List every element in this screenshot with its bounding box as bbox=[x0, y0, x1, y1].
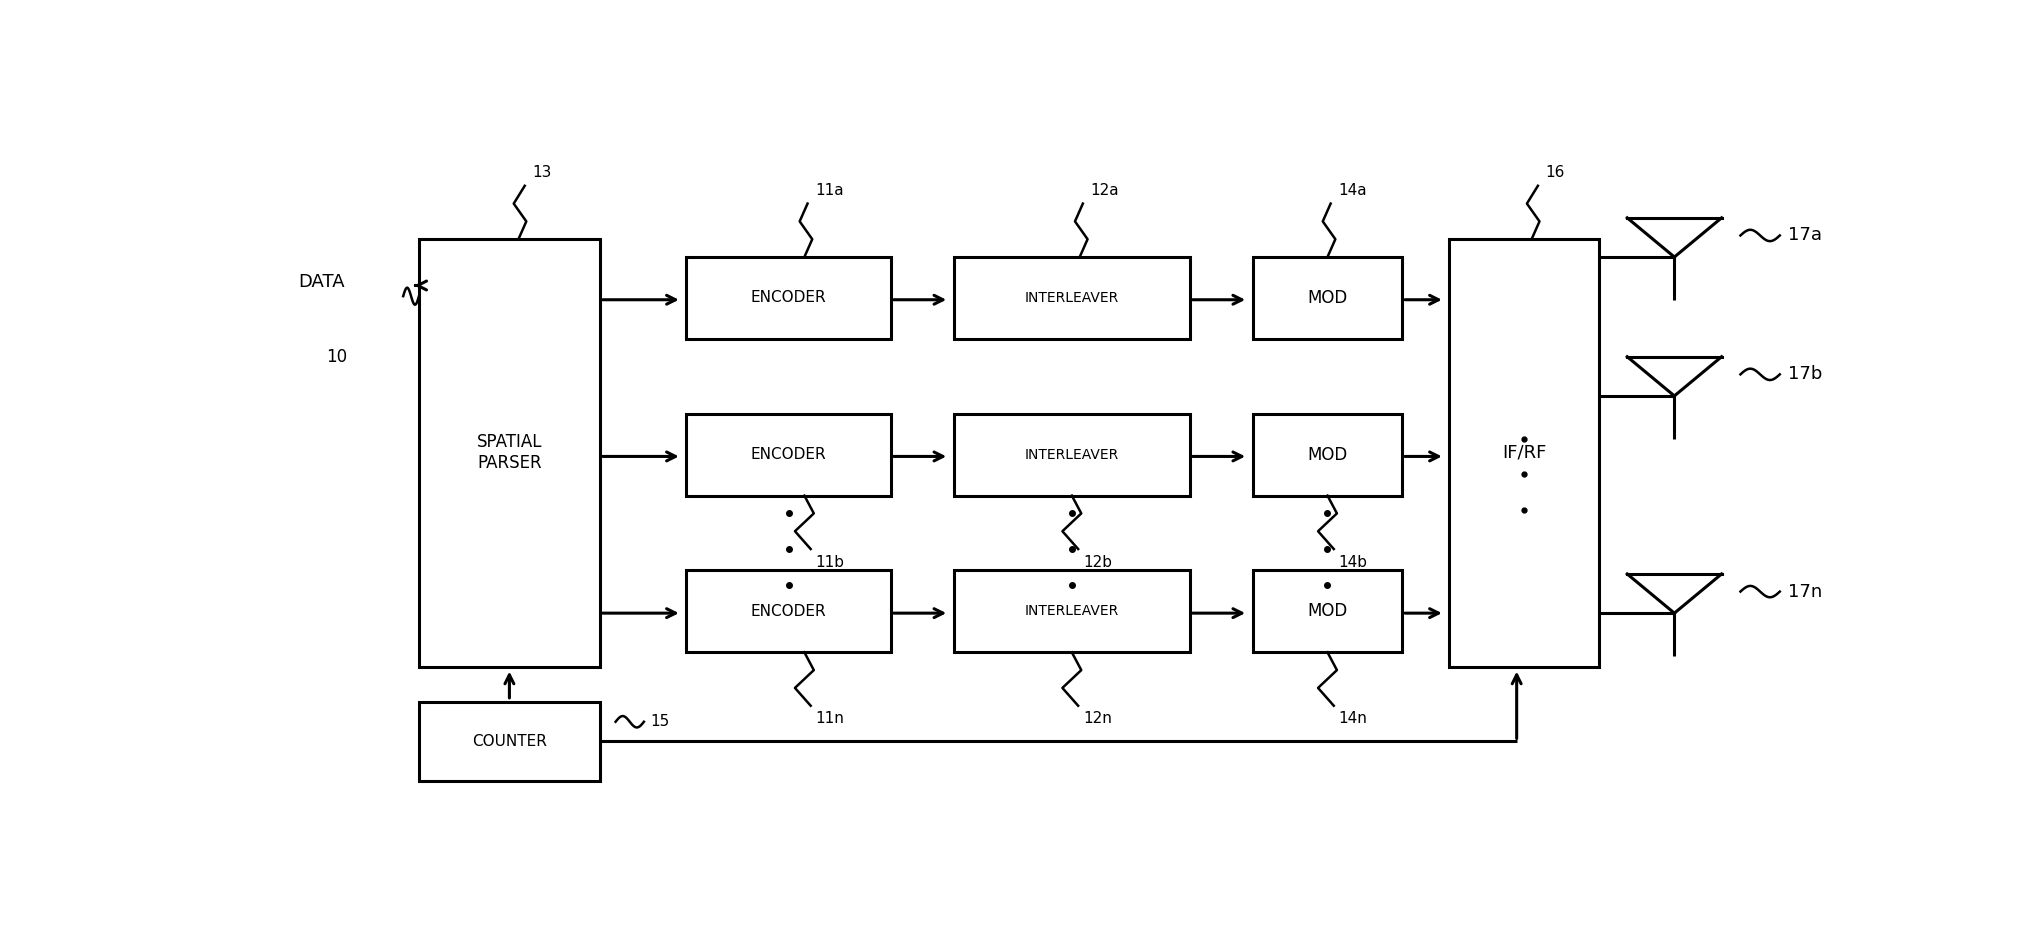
Text: 12a: 12a bbox=[1090, 183, 1119, 198]
Text: 14b: 14b bbox=[1338, 555, 1368, 570]
Bar bbox=[954, 413, 1190, 496]
Text: 12b: 12b bbox=[1082, 555, 1112, 570]
Text: MOD: MOD bbox=[1307, 602, 1348, 621]
Text: 17b: 17b bbox=[1788, 365, 1823, 383]
Text: SPATIAL
PARSER: SPATIAL PARSER bbox=[477, 434, 542, 473]
Bar bbox=[1253, 413, 1403, 496]
Text: 12n: 12n bbox=[1082, 711, 1112, 726]
Bar bbox=[954, 257, 1190, 339]
Text: COUNTER: COUNTER bbox=[471, 734, 546, 749]
Text: 11n: 11n bbox=[816, 711, 844, 726]
Text: 13: 13 bbox=[532, 165, 552, 180]
Text: DATA: DATA bbox=[298, 273, 345, 291]
Bar bbox=[1253, 257, 1403, 339]
Text: IF/RF: IF/RF bbox=[1502, 444, 1547, 462]
Bar bbox=[686, 257, 891, 339]
Bar bbox=[1449, 240, 1600, 667]
Text: ENCODER: ENCODER bbox=[751, 290, 826, 305]
Bar bbox=[418, 702, 601, 781]
Text: 17n: 17n bbox=[1788, 583, 1821, 600]
Text: ENCODER: ENCODER bbox=[751, 447, 826, 462]
Bar bbox=[1253, 571, 1403, 652]
Bar bbox=[418, 240, 601, 667]
Bar bbox=[954, 571, 1190, 652]
Text: MOD: MOD bbox=[1307, 289, 1348, 307]
Text: ENCODER: ENCODER bbox=[751, 604, 826, 619]
Text: INTERLEAVER: INTERLEAVER bbox=[1025, 291, 1119, 305]
Text: INTERLEAVER: INTERLEAVER bbox=[1025, 604, 1119, 618]
Bar bbox=[686, 571, 891, 652]
Text: 14a: 14a bbox=[1338, 183, 1366, 198]
Text: 17a: 17a bbox=[1788, 227, 1821, 244]
Text: 10: 10 bbox=[327, 348, 347, 365]
Text: 11b: 11b bbox=[816, 555, 844, 570]
Text: INTERLEAVER: INTERLEAVER bbox=[1025, 448, 1119, 462]
Bar bbox=[686, 413, 891, 496]
Text: 14n: 14n bbox=[1338, 711, 1368, 726]
Text: 15: 15 bbox=[650, 714, 670, 729]
Text: 16: 16 bbox=[1545, 165, 1565, 180]
Text: 11a: 11a bbox=[816, 183, 844, 198]
Text: MOD: MOD bbox=[1307, 446, 1348, 463]
